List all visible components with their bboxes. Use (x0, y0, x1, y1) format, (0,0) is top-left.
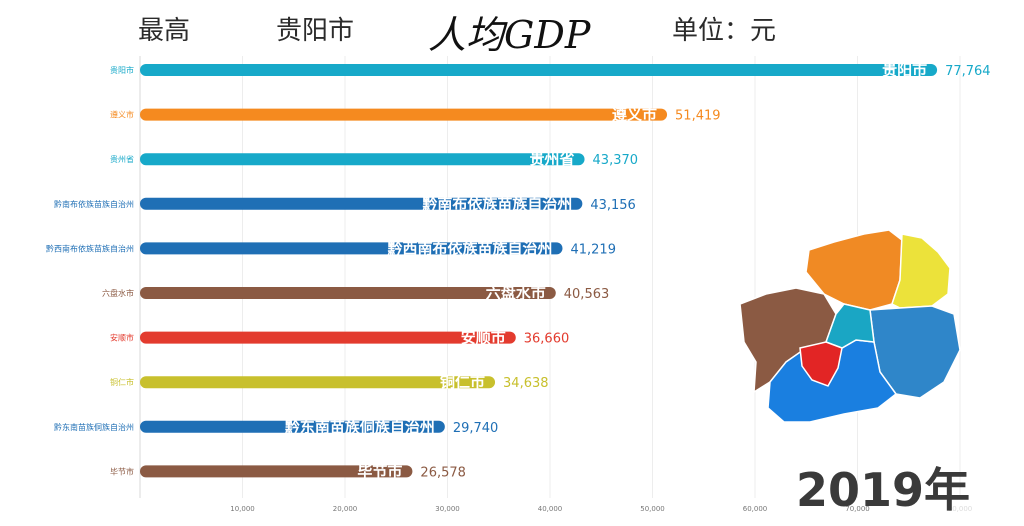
category-label: 六盘水市 (102, 288, 134, 298)
value-label: 29,740 (453, 421, 499, 436)
x-tick-label: 70,000 (845, 505, 870, 513)
category-label: 贵州省 (110, 154, 134, 164)
x-tick-label: 10,000 (230, 505, 255, 513)
bar (140, 465, 413, 478)
category-label: 铜仁市 (110, 377, 134, 387)
bar-name-label: 毕节市 (357, 462, 402, 480)
x-tick-label: 30,000 (435, 505, 460, 513)
category-label: 黔西南布依族苗族自治州 (46, 243, 134, 253)
category-label: 遵义市 (110, 110, 134, 120)
bar (140, 287, 556, 299)
x-tick-label: 80,000 (948, 505, 973, 513)
chart-title: 人均GDP (428, 13, 591, 57)
bar (140, 153, 585, 166)
bar (140, 331, 516, 344)
best-region: 贵阳市 (276, 16, 355, 46)
category-label: 黔南布依族苗族自治州 (54, 199, 134, 209)
map-region-tongren (891, 233, 951, 309)
bar-name-label: 铜仁市 (440, 373, 485, 391)
bar-name-label: 黔东南苗族侗族自治州 (285, 418, 435, 436)
value-label: 43,156 (590, 198, 636, 213)
bar (140, 64, 938, 76)
value-label: 36,660 (524, 332, 570, 347)
bar (140, 197, 583, 210)
bar (140, 376, 496, 389)
value-label: 51,419 (675, 109, 721, 124)
bar-name-label: 安顺市 (461, 329, 506, 347)
category-label: 贵阳市 (110, 65, 134, 75)
bar (140, 242, 563, 255)
category-label: 黔东南苗族侗族自治州 (54, 422, 134, 432)
value-label: 26,578 (420, 465, 466, 480)
map-region-anshun (799, 341, 843, 387)
x-axis: 10,000 20,000 30,000 40,000 50,000 60,000 70,0… (230, 505, 972, 513)
bar-name-label: 贵州省 (530, 150, 575, 168)
bar (140, 108, 668, 121)
bar-name-label: 黔西南布依族苗族自治州 (387, 239, 552, 257)
bar-name-label: 贵阳市 (882, 61, 927, 79)
bar-name-label: 黔南布依族苗族自治州 (422, 195, 572, 213)
unit-label: 单位：元 (672, 16, 777, 46)
x-tick-label: 40,000 (538, 505, 563, 513)
bar (140, 420, 445, 433)
best-label: 最高 (138, 16, 191, 46)
value-label: 34,638 (503, 376, 549, 391)
bars: 贵阳市 贵阳市 77,764 遵义市 遵义市 51,419 贵州省 贵州省 43,370 黔南布依… (46, 61, 991, 480)
x-tick-label: 20,000 (333, 505, 358, 513)
category-label: 安顺市 (110, 333, 134, 343)
x-tick-label: 50,000 (640, 505, 665, 513)
value-label: 40,563 (564, 287, 610, 302)
x-tick-label: 60,000 (743, 505, 768, 513)
year-label: 2019年 (796, 463, 971, 517)
bar-name-label: 遵义市 (612, 106, 657, 124)
value-label: 77,764 (945, 64, 991, 79)
guizhou-map (739, 229, 961, 423)
value-label: 43,370 (593, 153, 639, 168)
bar-name-label: 六盘水市 (486, 284, 546, 302)
category-label: 毕节市 (110, 466, 134, 476)
value-label: 41,219 (570, 242, 616, 257)
